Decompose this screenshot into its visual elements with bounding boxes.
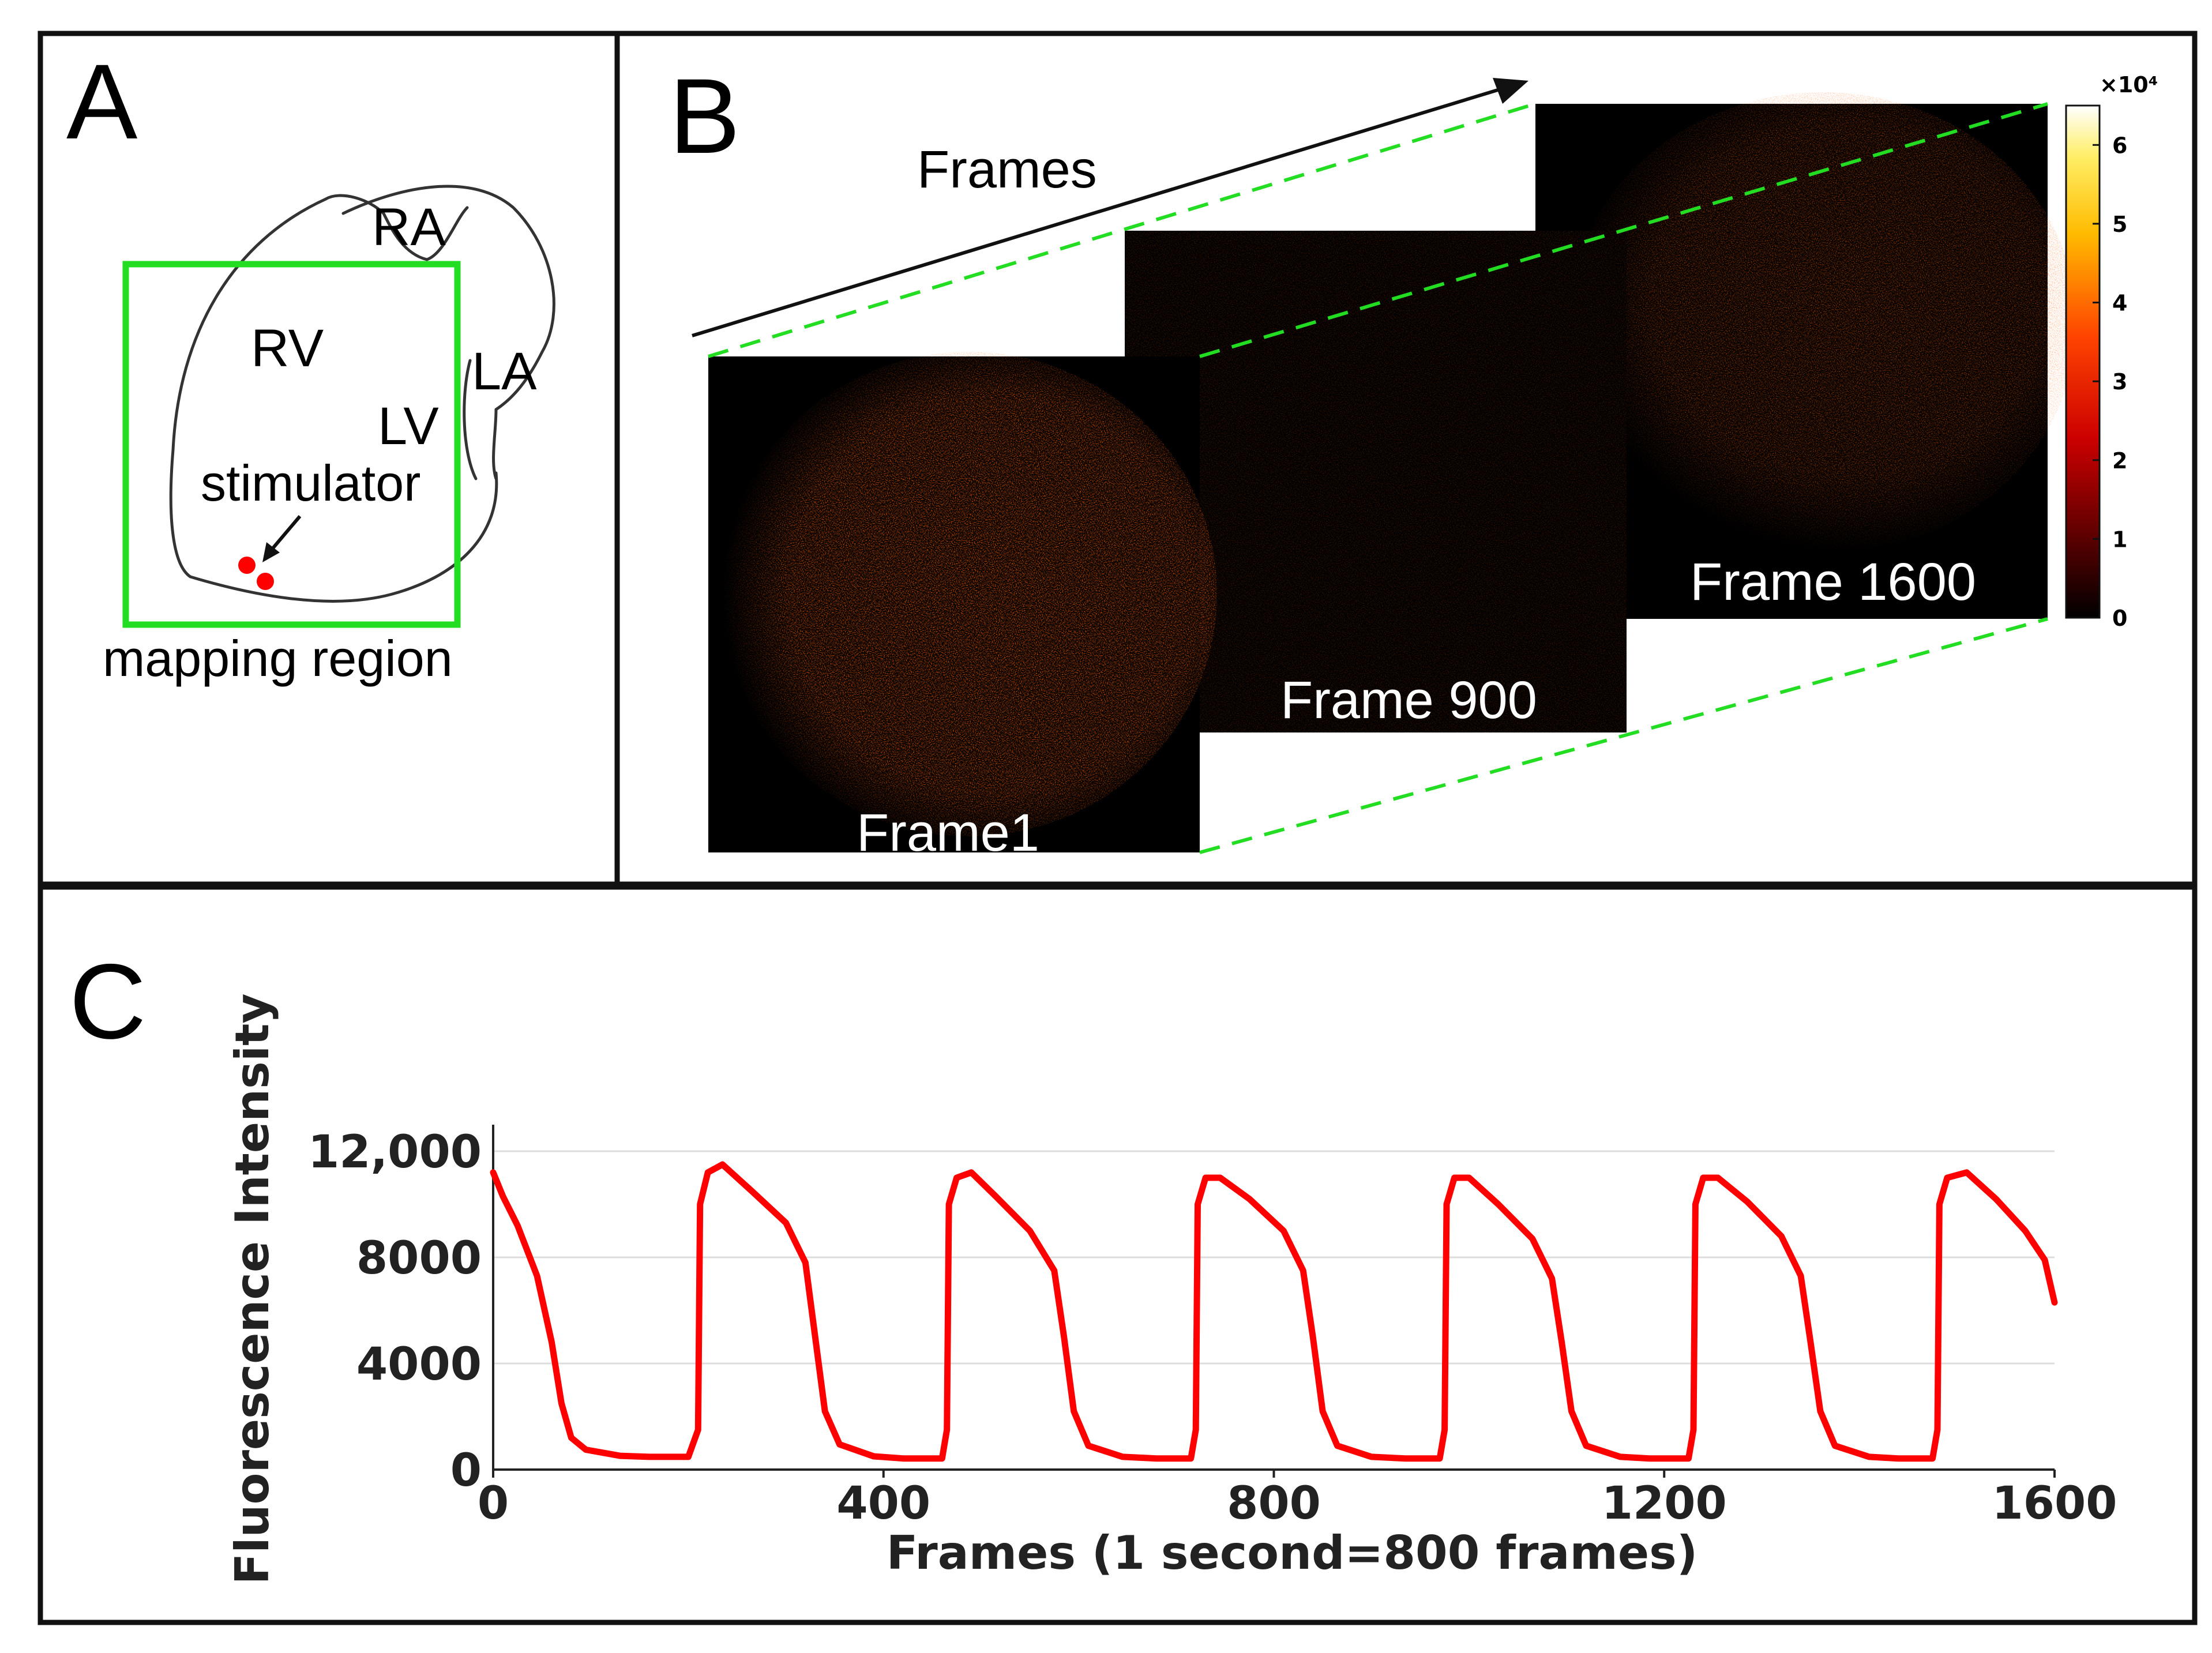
label-mapping-region: mapping region [103,630,453,687]
frames-arrow-label: Frames [917,140,1097,199]
x-tick-label: 0 [478,1478,509,1530]
label-lv: LV [378,397,439,456]
chart: 0 4000 8000 12,000 0 400 800 1200 1600 Frames (… [226,993,2117,1584]
colorbar-tick-label: 0 [2112,606,2127,631]
frames-arrow [692,78,1529,337]
colorbar-tick-label: 4 [2112,291,2127,316]
colorbar-tick-label: 3 [2112,369,2127,395]
label-ra: RA [372,198,446,257]
x-tick-label: 1600 [1992,1478,2117,1530]
colorbar-tick-label: 1 [2112,527,2127,552]
panel-a-letter: A [66,43,138,161]
panel-b-letter: B [669,57,740,176]
x-tick-label: 800 [1227,1478,1321,1530]
colorbar-tick-label: 6 [2112,133,2127,158]
stimulator-arrow [262,515,302,562]
y-tick-label: 12,000 [308,1126,482,1178]
colorbar-exponent: ×10⁴ [2100,72,2158,97]
x-tick-label: 400 [836,1478,930,1530]
frame-label: Frame1 [857,803,1039,862]
frame-signal [721,352,1217,836]
label-rv: RV [251,319,324,378]
panel-c-letter: C [69,942,147,1061]
colorbar-tick-label: 2 [2112,448,2127,474]
y-tick-label: 0 [450,1445,482,1497]
x-tick-label: 1200 [1602,1478,1727,1530]
y-tick-label: 4000 [356,1339,482,1391]
frame-image: Frame1 [708,352,1217,862]
panel-b-border [614,31,2198,887]
stimulator-dot [238,557,256,574]
heart-outline [169,185,555,603]
stimulator-dot [257,573,274,590]
frame-label: Frame 900 [1280,671,1537,730]
y-axis-label: Fluorescence Intensity [226,993,279,1584]
mapping-region-box [122,261,461,628]
y-tick-label: 8000 [356,1233,482,1284]
label-stimulator: stimulator [201,454,420,512]
x-axis-label: Frames (1 second=800 frames) [887,1526,1698,1580]
series-line [490,1161,2058,1462]
label-la: LA [472,342,537,401]
panel-c-border [37,884,2198,1625]
frame-label: Frame 1600 [1690,553,1976,611]
colorbar-tick-label: 5 [2112,212,2127,237]
frame-signal [1569,92,2076,554]
frame-guide-lines [708,102,2048,854]
colorbar: ×10⁴ 6 5 4 3 2 1 0 [2065,72,2158,631]
